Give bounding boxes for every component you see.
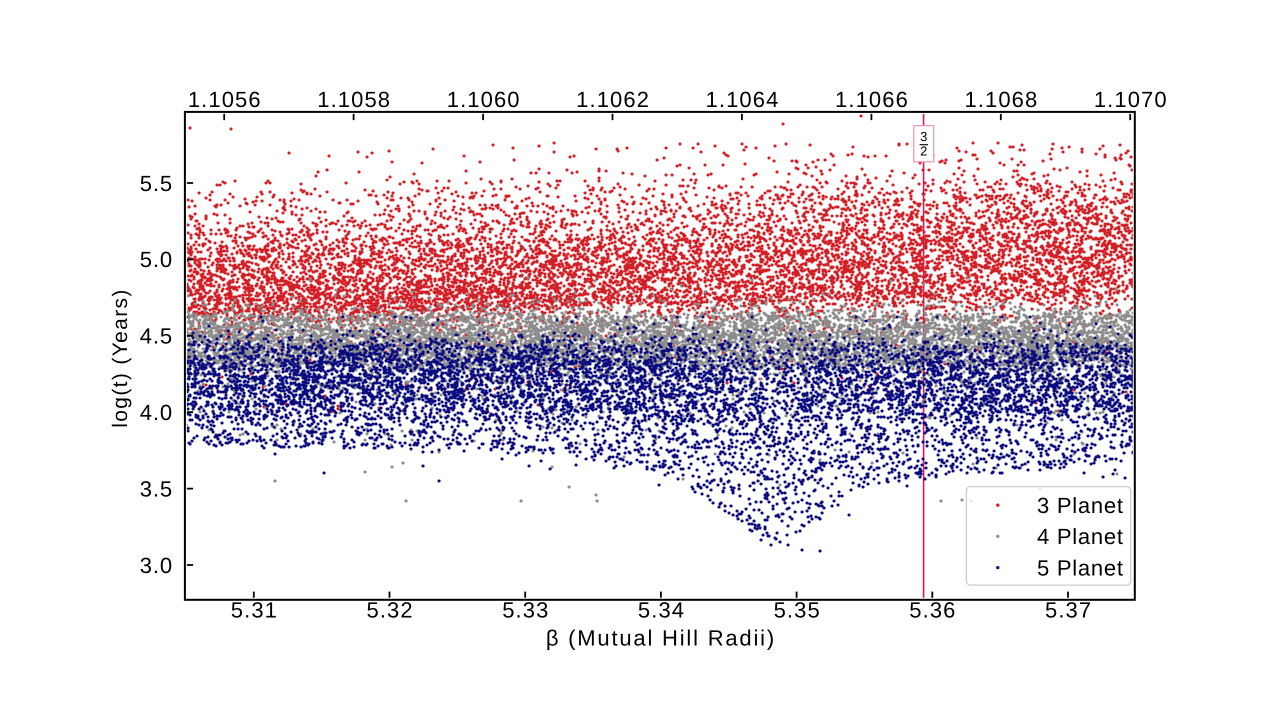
svg-text:5.5: 5.5 (140, 171, 173, 196)
svg-text:1.1060: 1.1060 (447, 87, 521, 112)
svg-text:5.33: 5.33 (502, 598, 549, 623)
svg-text:5.34: 5.34 (638, 598, 685, 623)
svg-text:3: 3 (920, 129, 927, 144)
svg-text:5.31: 5.31 (231, 598, 278, 623)
svg-text:3 Planet: 3 Planet (1037, 493, 1124, 518)
svg-text:3.5: 3.5 (140, 476, 173, 501)
svg-text:5.32: 5.32 (366, 598, 413, 623)
svg-text:1.1070: 1.1070 (1094, 87, 1168, 112)
svg-text:1.1062: 1.1062 (576, 87, 650, 112)
svg-text:1.1068: 1.1068 (964, 87, 1038, 112)
svg-text:1.1064: 1.1064 (706, 87, 780, 112)
svg-text:1.1066: 1.1066 (835, 87, 909, 112)
svg-text:1.1056: 1.1056 (188, 87, 262, 112)
svg-text:4 Planet: 4 Planet (1037, 524, 1124, 549)
svg-text:5.35: 5.35 (774, 598, 821, 623)
svg-text:log(t) (Years): log(t) (Years) (109, 288, 132, 428)
svg-text:4.0: 4.0 (140, 400, 173, 425)
svg-text:3.0: 3.0 (140, 553, 173, 578)
svg-text:5.36: 5.36 (909, 598, 956, 623)
svg-text:5 Planet: 5 Planet (1037, 555, 1124, 580)
svg-text:5.0: 5.0 (140, 247, 173, 272)
svg-text:2: 2 (920, 144, 927, 159)
svg-text:β (Mutual Hill Radii): β (Mutual Hill Radii) (546, 626, 776, 651)
svg-text:4.5: 4.5 (140, 324, 173, 349)
svg-text:5.37: 5.37 (1045, 598, 1092, 623)
svg-text:1.1058: 1.1058 (317, 87, 391, 112)
